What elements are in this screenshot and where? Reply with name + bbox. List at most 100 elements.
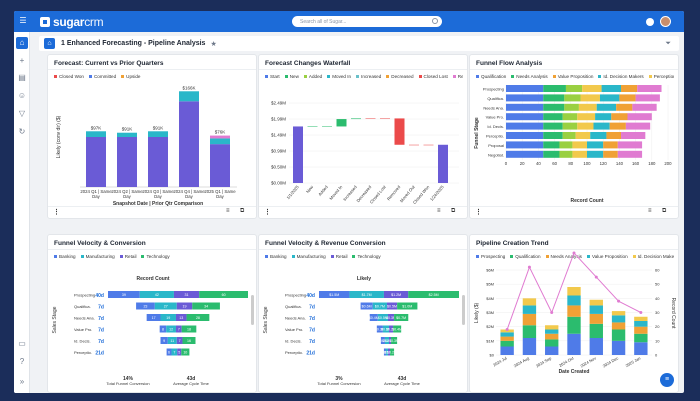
stat-value: 43d [187,376,196,382]
stage-days-label: 40d [95,293,104,299]
bar-segment [175,325,182,333]
legend-item[interactable]: Start [265,73,280,80]
filter-icon[interactable]: ≡ [226,208,230,214]
help-chat-icon[interactable]: ≡ [660,373,674,387]
open-report-icon[interactable]: ⧉ [662,208,667,214]
bar-segment [567,305,581,317]
x-tick-label: 2024 Sep [535,355,553,368]
legend-item[interactable]: Retail [119,253,136,260]
sidebar-home-icon[interactable]: ⌂ [16,37,28,49]
legend-item[interactable]: Banking [265,253,287,260]
bar-segment [590,132,607,139]
bar-segment [543,94,565,102]
waterfall-bar [322,126,332,127]
legend-swatch [632,255,636,258]
more-options-icon[interactable]: ⋮ [475,209,482,216]
bar-segment [383,291,409,298]
bar-segment [506,141,544,149]
legend-item[interactable]: Committed [88,73,116,80]
sidebar-sync-icon[interactable]: ↻ [18,127,26,136]
legend-item[interactable]: Id. Decision Makers [598,73,644,80]
x-tick-label: 180 [648,161,656,166]
hamburger-menu-icon[interactable]: ☰ [19,16,27,25]
sidebar-help-icon[interactable]: ? [19,357,25,366]
legend-item[interactable]: Removed [452,73,463,80]
legend-item[interactable]: Value Proposition [586,253,628,260]
bar-segment [117,132,137,137]
bar-segment [577,113,596,121]
stat-label: Average Cycle Time [384,381,420,386]
legend-item[interactable]: Retail [330,253,347,260]
legend-label: Banking [270,254,287,259]
stage-days-label: 7d [309,305,315,311]
legend-item[interactable]: New [284,73,299,80]
legend-item[interactable]: Value Proposition [552,73,593,80]
bar-value-label: 7 [178,328,180,332]
legend-item[interactable]: Upside [121,73,140,80]
legend-swatch [119,255,123,258]
sidebar-contacts-icon[interactable]: ☺ [17,91,27,100]
y-tick-label: $4M [486,296,494,301]
bar-segment [587,141,604,149]
y-axis-label: Funnel Stage [474,117,480,149]
y2-axis-label: Record Count [670,298,676,329]
sidebar-expand-icon[interactable]: » [19,377,25,386]
legend-label: Prospecting [481,254,506,259]
chart-legend: Qualification Needs Analysis Value Proposi… [476,73,674,80]
y-axis-label: Sales Stage [263,306,269,333]
legend-item[interactable]: Qualification [476,73,506,80]
legend-item[interactable]: Id. Decision Makers [632,253,674,260]
open-report-icon[interactable]: ⧉ [240,208,245,214]
sidebar-docs-icon[interactable]: ▭ [18,339,26,348]
legend-item[interactable]: Technology [352,253,381,260]
bar-segment [385,348,388,356]
legend-item[interactable]: Manufacturing [80,253,115,260]
sidebar-reports-icon[interactable]: ▤ [18,73,26,82]
legend-item[interactable]: Technology [141,253,170,260]
global-search-input[interactable]: Search all of Sugar... [292,16,442,27]
legend-item[interactable]: Needs Analysis [511,73,548,80]
legend-item[interactable]: Decreased [386,73,414,80]
search-icon[interactable] [432,18,438,24]
legend-swatch [552,75,556,78]
bar-segment [595,113,612,121]
favorite-star-icon[interactable]: ★ [210,40,217,48]
filter-icon[interactable]: ≡ [437,208,441,214]
bar-segment [545,329,559,334]
filter-icon[interactable]: ≡ [648,208,652,214]
legend-item[interactable]: Needs Analysis [545,253,582,260]
bar-segment [382,325,389,333]
legend-item[interactable]: Added [303,73,322,80]
y-tick-label: Qualifica. [285,304,302,309]
more-options-icon[interactable]: ⋮ [264,209,271,216]
x-tick-label: 2024 Q3 | Same [142,189,174,194]
legend-item[interactable]: Prospecting [476,253,505,260]
sidebar-filter-icon[interactable]: ▽ [18,109,26,118]
bar-segment [408,291,459,298]
line-point [550,311,554,314]
waterfall-bar [394,118,405,145]
notifications-icon[interactable] [646,18,654,26]
open-report-icon[interactable]: ⧉ [451,208,456,214]
bar-segment [148,131,168,137]
sidebar-add-icon[interactable]: + [19,56,25,65]
y-tick-label: Qualifica. [487,96,504,101]
legend-item[interactable]: Qualification [510,253,541,260]
x-tick-label: Added [317,184,329,197]
legend-item[interactable]: Closed Won [54,73,84,80]
legend-item[interactable]: Perception Analysis [648,73,674,80]
user-avatar[interactable] [660,16,671,27]
legend-item[interactable]: Manufacturing [291,253,326,260]
more-options-icon[interactable]: ⋮ [53,209,60,216]
y-axis-label: Sales Stage [52,306,58,333]
stat-value: 3% [335,376,343,382]
y-tick-label: $0.99M [271,149,286,154]
legend-item[interactable]: Closed Lost [418,73,448,80]
legend-item[interactable]: Banking [54,253,76,260]
legend-item[interactable]: Increased [356,73,381,80]
dashboard-filter-icon[interactable]: ⏷ [665,39,671,47]
bar-value-label: $0.2M [378,339,388,343]
sugarcrm-logo[interactable]: sugar crm [40,15,104,29]
legend-item[interactable]: Moved In [327,73,351,80]
dashlet-title: Forecast: Current vs Prior Quarters [54,60,164,67]
